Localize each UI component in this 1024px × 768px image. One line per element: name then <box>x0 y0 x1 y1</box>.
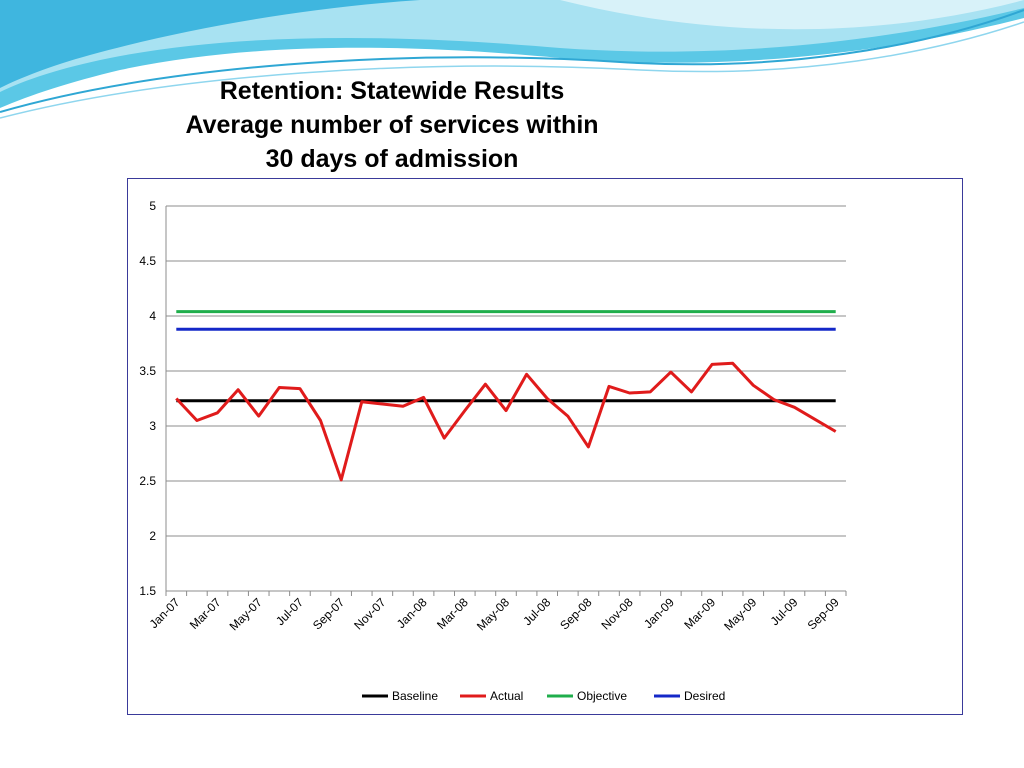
slide-title: Retention: Statewide Results Average num… <box>112 74 672 176</box>
x-tick-label: May-09 <box>721 595 759 633</box>
legend-label-baseline: Baseline <box>392 689 438 703</box>
y-tick-label: 3.5 <box>139 364 156 378</box>
x-tick-label: Jan-09 <box>641 595 677 631</box>
y-tick-label: 2 <box>149 529 156 543</box>
series-line-actual <box>175 361 837 482</box>
y-tick-label: 5 <box>149 199 156 213</box>
x-tick-label: Jan-07 <box>147 595 183 631</box>
x-tick-label: Jul-09 <box>768 595 801 628</box>
x-tick-label: May-08 <box>474 595 512 633</box>
chart-frame: 5 4.5 4 3.5 3 2.5 2 1.5 Jan-07 Mar-07 May-07 Jul-07… <box>127 178 963 715</box>
slide-title-line-3: 30 days of admission <box>265 145 519 173</box>
legend-label-objective: Objective <box>577 689 627 703</box>
x-tick-label: Mar-07 <box>187 595 224 632</box>
legend-label-desired: Desired <box>684 689 725 703</box>
x-tick-label: May-07 <box>227 595 265 633</box>
y-tick-label: 4 <box>149 309 156 323</box>
legend-label-actual: Actual <box>490 689 523 703</box>
y-tick-label: 2.5 <box>139 474 156 488</box>
x-tick-label: Mar-09 <box>681 595 718 632</box>
x-tick-label: Mar-08 <box>434 595 471 632</box>
x-tick-label: Sep-07 <box>310 595 347 632</box>
x-tick-label: Nov-08 <box>599 595 636 632</box>
x-tick-label: Sep-09 <box>805 595 842 632</box>
y-tick-label: 3 <box>149 419 156 433</box>
x-tick-label: Jul-08 <box>520 595 553 628</box>
x-tick-label: Jul-07 <box>273 595 306 628</box>
wave-header-decoration <box>0 0 1024 119</box>
y-tick-label: 4.5 <box>139 254 156 268</box>
x-tick-label: Nov-07 <box>351 595 388 632</box>
x-tick-label: Jan-08 <box>394 595 430 631</box>
y-tick-label: 1.5 <box>139 584 156 598</box>
x-tick-label: Sep-08 <box>557 595 594 632</box>
slide-title-line-1: Retention: Statewide Results <box>219 77 565 105</box>
slide-title-line-2: Average number of services within <box>185 111 599 139</box>
